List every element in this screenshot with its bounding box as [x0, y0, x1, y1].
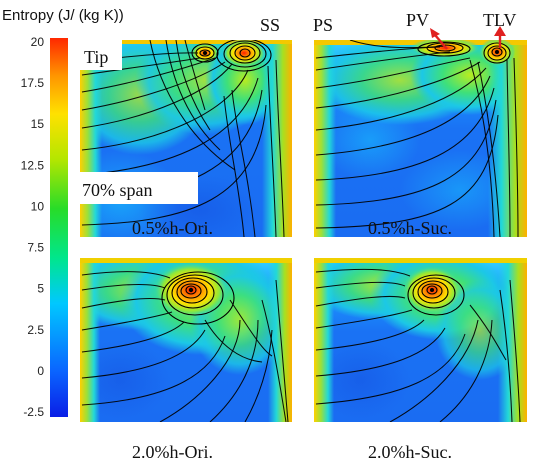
tlv-label: TLV [483, 10, 516, 30]
panel-top-right [314, 40, 527, 237]
colorbar-tick-label: 12.5 [21, 158, 45, 172]
colorbar-tick-label: -2.5 [23, 405, 44, 419]
colorbar-title: Entropy (J/ (kg K)) [2, 7, 124, 24]
ss-label: SS [260, 15, 280, 35]
caption-top-left: 0.5%h-Ori. [132, 218, 213, 238]
vortex-core-bottom-left [161, 271, 235, 325]
colorbar-tick-label: 10 [31, 199, 45, 213]
colorbar: Entropy (J/ (kg K)) 20 17.5 15 12.5 10 7.5 5 2.… [2, 7, 124, 419]
pv-arrow [430, 28, 448, 50]
streamlines-top-right [315, 40, 519, 237]
span-label-box: 70% span [70, 172, 198, 204]
ps-label: PS [313, 15, 333, 35]
tlv-arrow [494, 26, 506, 48]
tip-label-box: Tip [70, 40, 122, 70]
colorbar-scale [50, 38, 68, 417]
tip-leakage-vortex-core [483, 42, 511, 64]
colorbar-tick-label: 15 [31, 117, 45, 131]
panel-bottom-right [314, 258, 527, 422]
colorbar-tick-label: 17.5 [21, 76, 45, 90]
streamlines-bottom-right [315, 268, 521, 422]
tip-label: Tip [84, 47, 108, 67]
caption-top-right: 0.5%h-Suc. [368, 218, 452, 238]
vortex-core-right [216, 40, 272, 72]
passage-vortex-core [417, 41, 471, 57]
panel-bottom-left [80, 258, 292, 422]
colorbar-tick-label: 7.5 [27, 241, 44, 255]
colorbar-tick-label: 2.5 [27, 323, 44, 337]
vortex-core-bottom-right [407, 274, 465, 316]
streamlines-top-left [81, 40, 285, 237]
streamlines-bottom-left [81, 271, 289, 422]
colorbar-tick-label: 5 [37, 282, 44, 296]
pv-label: PV [406, 10, 429, 30]
colorbar-tick-label: 20 [31, 35, 45, 49]
panel-top-left [80, 40, 292, 237]
colorbar-tick-label: 0 [37, 364, 44, 378]
colorbar-ticks: 20 17.5 15 12.5 10 7.5 5 2.5 0 -2.5 [21, 35, 45, 419]
span-label: 70% span [82, 180, 153, 200]
vortex-core-left [191, 43, 219, 63]
caption-bottom-right: 2.0%h-Suc. [368, 442, 452, 462]
caption-bottom-left: 2.0%h-Ori. [132, 442, 213, 462]
